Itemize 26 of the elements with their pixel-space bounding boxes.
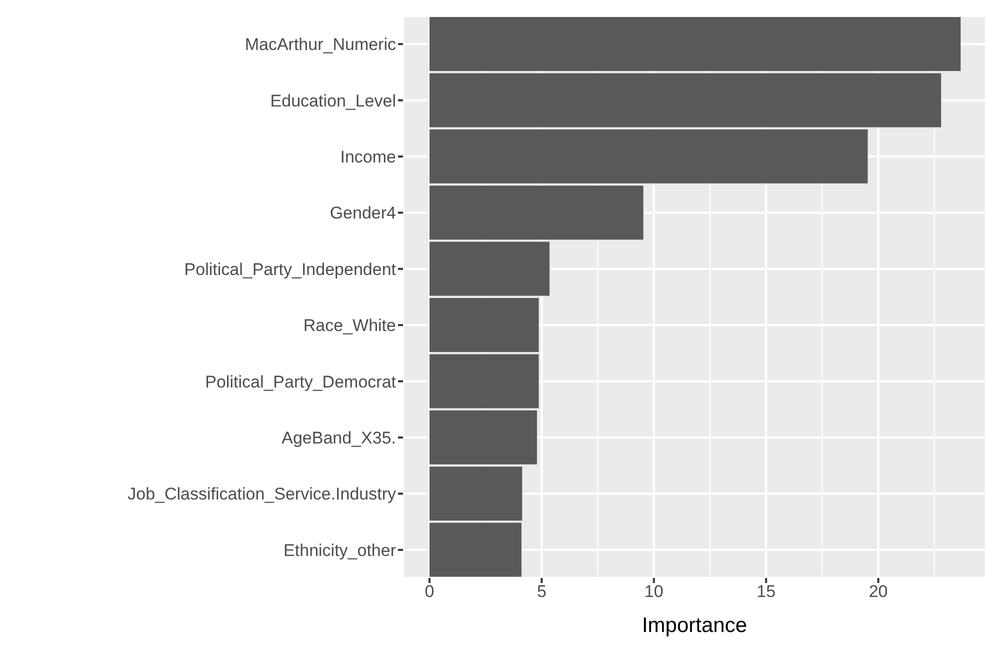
y-tick-label: Political_Party_Democrat bbox=[205, 372, 396, 392]
x-tick-label: 20 bbox=[868, 582, 888, 602]
bar bbox=[429, 410, 537, 464]
bar bbox=[429, 186, 644, 240]
bar bbox=[429, 242, 550, 296]
y-tick-label: MacArthur_Numeric bbox=[244, 35, 396, 54]
bar bbox=[429, 466, 522, 521]
x-tick-label: 15 bbox=[756, 582, 776, 602]
x-tick-label: 0 bbox=[424, 582, 434, 602]
y-tick-label: Income bbox=[340, 148, 396, 167]
bar bbox=[429, 298, 539, 352]
y-tick-label: Political_Party_Independent bbox=[184, 260, 396, 279]
y-tick-label: AgeBand_X35. bbox=[282, 428, 396, 448]
bar bbox=[429, 129, 868, 184]
bar bbox=[429, 522, 522, 577]
x-axis-title: Importance bbox=[642, 614, 748, 637]
y-tick-label: Ethnicity_other bbox=[284, 540, 396, 560]
x-tick-label: 10 bbox=[644, 582, 664, 602]
bar bbox=[429, 73, 942, 128]
y-tick-label: Job_Classification_Service.Industry bbox=[128, 484, 396, 504]
y-tick-label: Education_Level bbox=[270, 91, 396, 110]
bar bbox=[429, 17, 961, 71]
x-tick-label: 5 bbox=[536, 582, 546, 602]
y-tick-label: Race_White bbox=[303, 316, 396, 336]
bar bbox=[429, 354, 539, 408]
y-tick-label: Gender4 bbox=[330, 204, 396, 223]
